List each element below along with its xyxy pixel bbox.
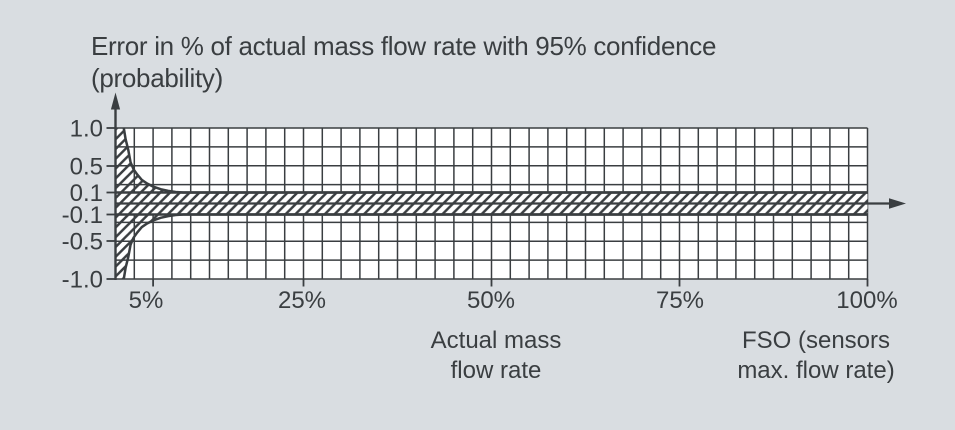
y-axis-label-1.0: 1.0 — [70, 116, 103, 143]
x-axis-label-100: 100% — [836, 287, 897, 314]
chart-title-line2: (probability) — [91, 63, 223, 93]
y-axis-label-0.1: 0.1 — [70, 180, 103, 207]
y-axis-label--1.0: -1.0 — [62, 267, 103, 294]
x-axis-label-25: 25% — [278, 287, 326, 314]
flow-rate-annotation-line1: Actual mass — [431, 327, 562, 354]
x-axis-label-5: 5% — [129, 287, 164, 314]
y-axis-arrowhead — [110, 92, 121, 110]
y-axis-label--0.5: -0.5 — [62, 229, 103, 256]
chart-title-line1: Error in % of actual mass flow rate with… — [91, 31, 716, 61]
fso-annotation-line1: FSO (sensors — [742, 327, 890, 354]
x-axis-label-50: 50% — [467, 287, 515, 314]
x-axis-arrowhead — [889, 198, 906, 209]
y-axis-label-0.5: 0.5 — [70, 154, 103, 181]
y-axis-label--0.1: -0.1 — [62, 202, 103, 229]
x-axis-label-75: 75% — [656, 287, 704, 314]
envelope-upper-curve — [122, 127, 868, 194]
flow-rate-annotation-line2: flow rate — [451, 357, 542, 384]
envelope-lower-curve — [122, 213, 868, 280]
fso-annotation-line2: max. flow rate) — [737, 357, 894, 384]
axis-ticks — [106, 127, 869, 287]
